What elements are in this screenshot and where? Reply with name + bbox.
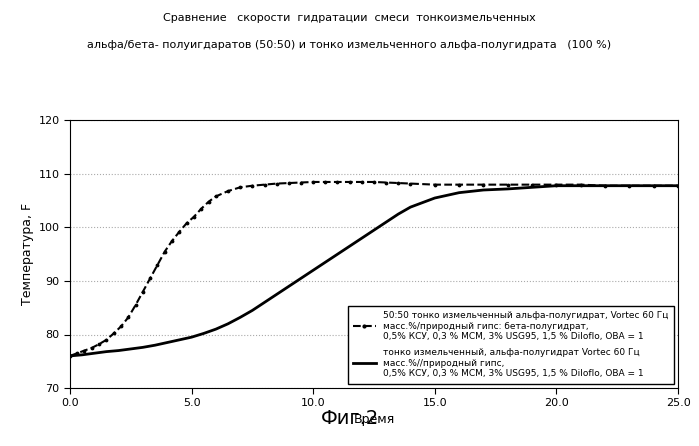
50:50 тонко измельченный альфа-полугидрат, Vortec 60 Гц
масс.%/природный гипс: бета-полугидрат,
0,5% КСУ, 0,3 % МСМ, 3% USG95, 1,5 % Diloflo, OBA = 1: (12, 108): бета-полугидрат, 0,5% КСУ, 0,3 % МСМ, 3%… [358, 179, 366, 185]
50:50 тонко измельченный альфа-полугидрат, Vortec 60 Гц
масс.%/природный гипс: бета-полугидрат,
0,5% КСУ, 0,3 % МСМ, 3% USG95, 1,5 % Diloflo, OBA = 1: (11, 108): бета-полугидрат, 0,5% КСУ, 0,3 % МСМ, 3%… [333, 179, 342, 185]
50:50 тонко измельченный альфа-полугидрат, Vortec 60 Гц
масс.%/природный гипс: бета-полугидрат,
0,5% КСУ, 0,3 % МСМ, 3% USG95, 1,5 % Diloflo, OBA = 1: (3.9, 95.5): бета-полугидрат, 0,5% КСУ, 0,3 % МСМ, 3%… [161, 249, 169, 254]
Y-axis label: Температура, F: Температура, F [21, 203, 34, 305]
Text: Фиг.2: Фиг.2 [320, 409, 379, 428]
тонко измельченный, альфа-полугидрат Vortec 60 Гц
масс.%//природный гипс,
0,5% КСУ, 0,3 % МСМ, 3% USG95, 1,5 % Diloflo, OBA = 1 [480, 187, 488, 193]
50:50 тонко измельченный альфа-полугидрат, Vortec 60 Гц
масс.%/природный гипс: бета-полугидрат,
0,5% КСУ, 0,3 % МСМ, 3% USG95, 1,5 % Diloflo, OBA = 1: (2.1, 81.5): бета-полугидрат, 0,5% КСУ, 0,3 % МСМ, 3%… [117, 324, 125, 329]
50:50 тонко измельченный альфа-полугидрат, Vortec 60 Гц
масс.%/природный гипс: бета-полугидрат,
0,5% КСУ, 0,3 % МСМ, 3% USG95, 1,5 % Diloflo, OBA = 1: (0.6, 77): бета-полугидрат, 0,5% КСУ, 0,3 % МСМ, 3%… [80, 348, 89, 353]
тонко измельченный, альфа-полугидрат Vortec 60 Гц
масс.%//природный гипс,
0,5% КСУ, 0,3 % МСМ, 3% USG95, 1,5 % Diloflo, OBA = 1 [115, 348, 123, 353]
тонко измельченный, альфа-полугидрат Vortec 60 Гц
масс.%//природный гипс,
0,5% КСУ, 0,3 % МСМ, 3% USG95, 1,5 % Diloflo, OBA = 1 [370, 227, 378, 233]
тонко измельченный, альфа-полугидрат Vortec 60 Гц
масс.%//природный гипс,
0,5% КСУ, 0,3 % МСМ, 3% USG95, 1,5 % Diloflo, OBA = 1 [273, 292, 281, 297]
тонко измельченный, альфа-полугидрат Vortec 60 Гц
масс.%//природный гипс,
0,5% КСУ, 0,3 % МСМ, 3% USG95, 1,5 % Diloflo, OBA = 1 [528, 185, 536, 190]
тонко измельченный, альфа-полугидрат Vortec 60 Гц
масс.%//природный гипс,
0,5% КСУ, 0,3 % МСМ, 3% USG95, 1,5 % Diloflo, OBA = 1 [625, 183, 633, 188]
50:50 тонко измельченный альфа-полугидрат, Vortec 60 Гц
масс.%/природный гипс: бета-полугидрат,
0,5% КСУ, 0,3 % МСМ, 3% USG95, 1,5 % Diloflo, OBA = 1: (6.5, 107): бета-полугидрат, 0,5% КСУ, 0,3 % МСМ, 3%… [224, 188, 232, 194]
Text: альфа/бета- полуигдаратов (50:50) и тонко измельченного альфа-полугидрата   (100: альфа/бета- полуигдаратов (50:50) и тонк… [87, 40, 612, 50]
50:50 тонко измельченный альфа-полугидрат, Vortec 60 Гц
масс.%/природный гипс: бета-полугидрат,
0,5% КСУ, 0,3 % МСМ, 3% USG95, 1,5 % Diloflo, OBA = 1: (3.6, 93): бета-полугидрат, 0,5% КСУ, 0,3 % МСМ, 3%… [153, 262, 161, 268]
50:50 тонко измельченный альфа-полугидрат, Vortec 60 Гц
масс.%/природный гипс: бета-полугидрат,
0,5% КСУ, 0,3 % МСМ, 3% USG95, 1,5 % Diloflo, OBA = 1: (13, 108): бета-полугидрат, 0,5% КСУ, 0,3 % МСМ, 3%… [382, 180, 390, 185]
тонко измельченный, альфа-полугидрат Vortec 60 Гц
масс.%//природный гипс,
0,5% КСУ, 0,3 % МСМ, 3% USG95, 1,5 % Diloflo, OBA = 1 [649, 183, 658, 188]
тонко измельченный, альфа-полугидрат Vortec 60 Гц
масс.%//природный гипс,
0,5% КСУ, 0,3 % МСМ, 3% USG95, 1,5 % Diloflo, OBA = 1 [674, 183, 682, 188]
50:50 тонко измельченный альфа-полугидрат, Vortec 60 Гц
масс.%/природный гипс: бета-полугидрат,
0,5% КСУ, 0,3 % МСМ, 3% USG95, 1,5 % Diloflo, OBA = 1: (11.5, 108): бета-полугидрат, 0,5% КСУ, 0,3 % МСМ, 3%… [345, 179, 354, 185]
тонко измельченный, альфа-полугидрат Vortec 60 Гц
масс.%//природный гипс,
0,5% КСУ, 0,3 % МСМ, 3% USG95, 1,5 % Diloflo, OBA = 1 [199, 331, 208, 336]
50:50 тонко измельченный альфа-полугидрат, Vortec 60 Гц
масс.%/природный гипс: бета-полугидрат,
0,5% КСУ, 0,3 % МСМ, 3% USG95, 1,5 % Diloflo, OBA = 1: (17, 108): бета-полугидрат, 0,5% КСУ, 0,3 % МСМ, 3%… [480, 182, 488, 187]
тонко измельченный, альфа-полугидрат Vortec 60 Гц
масс.%//природный гипс,
0,5% КСУ, 0,3 % МСМ, 3% USG95, 1,5 % Diloflo, OBA = 1 [138, 345, 147, 350]
тонко измельченный, альфа-полугидрат Vortec 60 Гц
масс.%//природный гипс,
0,5% КСУ, 0,3 % МСМ, 3% USG95, 1,5 % Diloflo, OBA = 1 [187, 334, 196, 340]
тонко измельченный, альфа-полугидрат Vortec 60 Гц
масс.%//природный гипс,
0,5% КСУ, 0,3 % МСМ, 3% USG95, 1,5 % Diloflo, OBA = 1 [345, 244, 354, 249]
50:50 тонко измельченный альфа-полугидрат, Vortec 60 Гц
масс.%/природный гипс: бета-полугидрат,
0,5% КСУ, 0,3 % МСМ, 3% USG95, 1,5 % Diloflo, OBA = 1: (4.8, 101): бета-полугидрат, 0,5% КСУ, 0,3 % МСМ, 3%… [182, 220, 191, 226]
50:50 тонко измельченный альфа-полугидрат, Vortec 60 Гц
масс.%/природный гипс: бета-полугидрат,
0,5% КСУ, 0,3 % МСМ, 3% USG95, 1,5 % Diloflo, OBA = 1: (2.4, 83.2): бета-полугидрат, 0,5% КСУ, 0,3 % МСМ, 3%… [124, 315, 133, 320]
50:50 тонко измельченный альфа-полугидрат, Vortec 60 Гц
масс.%/природный гипс: бета-полугидрат,
0,5% КСУ, 0,3 % МСМ, 3% USG95, 1,5 % Diloflo, OBA = 1: (1.8, 80.2): бета-полугидрат, 0,5% КСУ, 0,3 % МСМ, 3%… [110, 331, 118, 336]
тонко измельченный, альфа-полугидрат Vortec 60 Гц
масс.%//природный гипс,
0,5% КСУ, 0,3 % МСМ, 3% USG95, 1,5 % Diloflo, OBA = 1 [175, 337, 184, 343]
50:50 тонко измельченный альфа-полугидрат, Vortec 60 Гц
масс.%/природный гипс: бета-полугидрат,
0,5% КСУ, 0,3 % МСМ, 3% USG95, 1,5 % Diloflo, OBA = 1: (10.5, 108): бета-полугидрат, 0,5% КСУ, 0,3 % МСМ, 3%… [321, 179, 329, 185]
50:50 тонко измельченный альфа-полугидрат, Vortec 60 Гц
масс.%/природный гипс: бета-полугидрат,
0,5% КСУ, 0,3 % МСМ, 3% USG95, 1,5 % Diloflo, OBA = 1: (7.5, 108): бета-полугидрат, 0,5% КСУ, 0,3 % МСМ, 3%… [248, 183, 257, 188]
50:50 тонко измельченный альфа-полугидрат, Vortec 60 Гц
масс.%/природный гипс: бета-полугидрат,
0,5% КСУ, 0,3 % МСМ, 3% USG95, 1,5 % Diloflo, OBA = 1: (5.1, 102): бета-полугидрат, 0,5% КСУ, 0,3 % МСМ, 3%… [189, 214, 198, 219]
тонко измельченный, альфа-полугидрат Vortec 60 Гц
масс.%//природный гипс,
0,5% КСУ, 0,3 % МСМ, 3% USG95, 1,5 % Diloflo, OBA = 1 [321, 260, 329, 265]
50:50 тонко измельченный альфа-полугидрат, Vortec 60 Гц
масс.%/природный гипс: бета-полугидрат,
0,5% КСУ, 0,3 % МСМ, 3% USG95, 1,5 % Diloflo, OBA = 1: (14, 108): бета-полугидрат, 0,5% КСУ, 0,3 % МСМ, 3%… [406, 181, 415, 186]
Line: 50:50 тонко измельченный альфа-полугидрат, Vortec 60 Гц
масс.%/природный гипс: бета-полугидрат,
0,5% КСУ, 0,3 % МСМ, 3% USG95, 1,5 % Diloflo, OBA = 1: 50:50 тонко измельченный альфа-полугидра… [68, 180, 680, 358]
50:50 тонко измельченный альфа-полугидрат, Vortec 60 Гц
масс.%/природный гипс: бета-полугидрат,
0,5% КСУ, 0,3 % МСМ, 3% USG95, 1,5 % Diloflo, OBA = 1: (5.7, 105): бета-полугидрат, 0,5% КСУ, 0,3 % МСМ, 3%… [204, 199, 212, 204]
50:50 тонко измельченный альфа-полугидрат, Vortec 60 Гц
масс.%/природный гипс: бета-полугидрат,
0,5% КСУ, 0,3 % МСМ, 3% USG95, 1,5 % Diloflo, OBA = 1: (3, 88): бета-полугидрат, 0,5% КСУ, 0,3 % МСМ, 3%… [138, 289, 147, 294]
тонко измельченный, альфа-полугидрат Vortec 60 Гц
масс.%//природный гипс,
0,5% КСУ, 0,3 % МСМ, 3% USG95, 1,5 % Diloflo, OBA = 1 [236, 315, 245, 320]
50:50 тонко измельченный альфа-полугидрат, Vortec 60 Гц
масс.%/природный гипс: бета-полугидрат,
0,5% КСУ, 0,3 % МСМ, 3% USG95, 1,5 % Diloflo, OBA = 1: (12.5, 108): бета-полугидрат, 0,5% КСУ, 0,3 % МСМ, 3%… [370, 179, 378, 185]
тонко измельченный, альфа-полугидрат Vortec 60 Гц
масс.%//природный гипс,
0,5% КСУ, 0,3 % МСМ, 3% USG95, 1,5 % Diloflo, OBA = 1 [127, 346, 135, 351]
50:50 тонко измельченный альфа-полугидрат, Vortec 60 Гц
масс.%/природный гипс: бета-полугидрат,
0,5% КСУ, 0,3 % МСМ, 3% USG95, 1,5 % Diloflo, OBA = 1: (16, 108): бета-полугидрат, 0,5% КСУ, 0,3 % МСМ, 3%… [455, 182, 463, 187]
Text: Сравнение   скорости  гидратации  смеси  тонкоизмельченных: Сравнение скорости гидратации смеси тонк… [163, 13, 536, 23]
тонко измельченный, альфа-полугидрат Vortec 60 Гц
масс.%//природный гипс,
0,5% КСУ, 0,3 % МСМ, 3% USG95, 1,5 % Diloflo, OBA = 1 [503, 186, 512, 192]
50:50 тонко измельченный альфа-полугидрат, Vortec 60 Гц
масс.%/природный гипс: бета-полугидрат,
0,5% КСУ, 0,3 % МСМ, 3% USG95, 1,5 % Diloflo, OBA = 1: (3.3, 90.5): бета-полугидрат, 0,5% КСУ, 0,3 % МСМ, 3%… [146, 276, 154, 281]
тонко измельченный, альфа-полугидрат Vortec 60 Гц
масс.%//природный гипс,
0,5% КСУ, 0,3 % МСМ, 3% USG95, 1,5 % Diloflo, OBA = 1 [394, 211, 403, 217]
50:50 тонко измельченный альфа-полугидрат, Vortec 60 Гц
масс.%/природный гипс: бета-полугидрат,
0,5% КСУ, 0,3 % МСМ, 3% USG95, 1,5 % Diloflo, OBA = 1: (0.3, 76.5): бета-полугидрат, 0,5% КСУ, 0,3 % МСМ, 3%… [73, 351, 81, 356]
тонко измельченный, альфа-полугидрат Vortec 60 Гц
масс.%//природный гипс,
0,5% КСУ, 0,3 % МСМ, 3% USG95, 1,5 % Diloflo, OBA = 1 [297, 276, 305, 281]
50:50 тонко измельченный альфа-полугидрат, Vortec 60 Гц
масс.%/природный гипс: бета-полугидрат,
0,5% КСУ, 0,3 % МСМ, 3% USG95, 1,5 % Diloflo, OBA = 1: (5.4, 104): бета-полугидрат, 0,5% КСУ, 0,3 % МСМ, 3%… [197, 206, 206, 211]
50:50 тонко измельченный альфа-полугидрат, Vortec 60 Гц
масс.%/природный гипс: бета-полугидрат,
0,5% КСУ, 0,3 % МСМ, 3% USG95, 1,5 % Diloflo, OBA = 1: (13.5, 108): бета-полугидрат, 0,5% КСУ, 0,3 % МСМ, 3%… [394, 180, 403, 186]
50:50 тонко измельченный альфа-полугидрат, Vortec 60 Гц
масс.%/природный гипс: бета-полугидрат,
0,5% КСУ, 0,3 % МСМ, 3% USG95, 1,5 % Diloflo, OBA = 1: (0.9, 77.5): бета-полугидрат, 0,5% КСУ, 0,3 % МСМ, 3%… [87, 345, 96, 351]
тонко измельченный, альфа-полугидрат Vortec 60 Гц
масс.%//природный гипс,
0,5% КСУ, 0,3 % МСМ, 3% USG95, 1,5 % Diloflo, OBA = 1 [212, 326, 220, 332]
тонко измельченный, альфа-полугидрат Vortec 60 Гц
масс.%//природный гипс,
0,5% КСУ, 0,3 % МСМ, 3% USG95, 1,5 % Diloflo, OBA = 1 [90, 351, 99, 356]
X-axis label: Время: Время [353, 413, 395, 425]
Line: тонко измельченный, альфа-полугидрат Vortec 60 Гц
масс.%//природный гипс,
0,5% КСУ, 0,3 % МСМ, 3% USG95, 1,5 % Diloflo, OBA = 1: тонко измельченный, альфа-полугидрат Vor… [70, 186, 678, 356]
тонко измельченный, альфа-полугидрат Vortec 60 Гц
масс.%//природный гипс,
0,5% КСУ, 0,3 % МСМ, 3% USG95, 1,5 % Diloflo, OBA = 1 [309, 268, 317, 273]
50:50 тонко измельченный альфа-полугидрат, Vortec 60 Гц
масс.%/природный гипс: бета-полугидрат,
0,5% КСУ, 0,3 % МСМ, 3% USG95, 1,5 % Diloflo, OBA = 1: (18, 108): бета-полугидрат, 0,5% КСУ, 0,3 % МСМ, 3%… [503, 182, 512, 187]
тонко измельченный, альфа-полугидрат Vortec 60 Гц
масс.%//природный гипс,
0,5% КСУ, 0,3 % МСМ, 3% USG95, 1,5 % Diloflo, OBA = 1 [102, 349, 110, 354]
50:50 тонко измельченный альфа-полугидрат, Vortec 60 Гц
масс.%/природный гипс: бета-полугидрат,
0,5% КСУ, 0,3 % МСМ, 3% USG95, 1,5 % Diloflo, OBA = 1: (8.5, 108): бета-полугидрат, 0,5% КСУ, 0,3 % МСМ, 3%… [273, 181, 281, 186]
50:50 тонко измельченный альфа-полугидрат, Vortec 60 Гц
масс.%/природный гипс: бета-полугидрат,
0,5% КСУ, 0,3 % МСМ, 3% USG95, 1,5 % Diloflo, OBA = 1: (15, 108): бета-полугидрат, 0,5% КСУ, 0,3 % МСМ, 3%… [431, 182, 439, 187]
50:50 тонко измельченный альфа-полугидрат, Vortec 60 Гц
масс.%/природный гипс: бета-полугидрат,
0,5% КСУ, 0,3 % МСМ, 3% USG95, 1,5 % Diloflo, OBA = 1: (0, 76): бета-полугидрат, 0,5% КСУ, 0,3 % МСМ, 3%… [66, 353, 74, 359]
тонко измельченный, альфа-полугидрат Vortec 60 Гц
масс.%//природный гипс,
0,5% КСУ, 0,3 % МСМ, 3% USG95, 1,5 % Diloflo, OBA = 1 [260, 300, 268, 305]
50:50 тонко измельченный альфа-полугидрат, Vortec 60 Гц
масс.%/природный гипс: бета-полугидрат,
0,5% КСУ, 0,3 % МСМ, 3% USG95, 1,5 % Diloflo, OBA = 1: (9.5, 108): бета-полугидрат, 0,5% КСУ, 0,3 % МСМ, 3%… [297, 180, 305, 185]
тонко измельченный, альфа-полугидрат Vortec 60 Гц
масс.%//природный гипс,
0,5% КСУ, 0,3 % МСМ, 3% USG95, 1,5 % Diloflo, OBA = 1 [163, 340, 171, 345]
50:50 тонко измельченный альфа-полугидрат, Vortec 60 Гц
масс.%/природный гипс: бета-полугидрат,
0,5% КСУ, 0,3 % МСМ, 3% USG95, 1,5 % Diloflo, OBA = 1: (25, 108): бета-полугидрат, 0,5% КСУ, 0,3 % МСМ, 3%… [674, 183, 682, 188]
тонко измельченный, альфа-полугидрат Vortec 60 Гц
масс.%//природный гипс,
0,5% КСУ, 0,3 % МСМ, 3% USG95, 1,5 % Diloflo, OBA = 1 [406, 204, 415, 210]
Legend: 50:50 тонко измельченный альфа-полугидрат, Vortec 60 Гц
масс.%/природный гипс: б: 50:50 тонко измельченный альфа-полугидра… [347, 306, 674, 384]
50:50 тонко измельченный альфа-полугидрат, Vortec 60 Гц
масс.%/природный гипс: бета-полугидрат,
0,5% КСУ, 0,3 % МСМ, 3% USG95, 1,5 % Diloflo, OBA = 1: (21, 108): бета-полугидрат, 0,5% КСУ, 0,3 % МСМ, 3%… [577, 182, 585, 187]
50:50 тонко измельченный альфа-полугидрат, Vortec 60 Гц
масс.%/природный гипс: бета-полугидрат,
0,5% КСУ, 0,3 % МСМ, 3% USG95, 1,5 % Diloflo, OBA = 1: (9, 108): бета-полугидрат, 0,5% КСУ, 0,3 % МСМ, 3%… [284, 180, 293, 186]
тонко измельченный, альфа-полугидрат Vortec 60 Гц
масс.%//природный гипс,
0,5% КСУ, 0,3 % МСМ, 3% USG95, 1,5 % Diloflo, OBA = 1 [431, 195, 439, 201]
50:50 тонко измельченный альфа-полугидрат, Vortec 60 Гц
масс.%/природный гипс: бета-полугидрат,
0,5% КСУ, 0,3 % МСМ, 3% USG95, 1,5 % Diloflo, OBA = 1: (10, 108): бета-полугидрат, 0,5% КСУ, 0,3 % МСМ, 3%… [309, 179, 317, 185]
50:50 тонко измельченный альфа-полугидрат, Vortec 60 Гц
масс.%/природный гипс: бета-полугидрат,
0,5% КСУ, 0,3 % МСМ, 3% USG95, 1,5 % Diloflo, OBA = 1: (23, 108): бета-полугидрат, 0,5% КСУ, 0,3 % МСМ, 3%… [625, 183, 633, 188]
тонко измельченный, альфа-полугидрат Vortec 60 Гц
масс.%//природный гипс,
0,5% КСУ, 0,3 % МСМ, 3% USG95, 1,5 % Diloflo, OBA = 1 [66, 353, 74, 359]
тонко измельченный, альфа-полугидрат Vortec 60 Гц
масс.%//природный гипс,
0,5% КСУ, 0,3 % МСМ, 3% USG95, 1,5 % Diloflo, OBA = 1 [552, 183, 561, 188]
50:50 тонко измельченный альфа-полугидрат, Vortec 60 Гц
масс.%/природный гипс: бета-полугидрат,
0,5% КСУ, 0,3 % МСМ, 3% USG95, 1,5 % Diloflo, OBA = 1: (22, 108): бета-полугидрат, 0,5% КСУ, 0,3 % МСМ, 3%… [601, 183, 610, 188]
тонко измельченный, альфа-полугидрат Vortec 60 Гц
масс.%//природный гипс,
0,5% КСУ, 0,3 % МСМ, 3% USG95, 1,5 % Diloflo, OBA = 1 [601, 183, 610, 188]
50:50 тонко измельченный альфа-полугидрат, Vortec 60 Гц
масс.%/природный гипс: бета-полугидрат,
0,5% КСУ, 0,3 % МСМ, 3% USG95, 1,5 % Diloflo, OBA = 1: (4.5, 99.2): бета-полугидрат, 0,5% КСУ, 0,3 % МСМ, 3%… [175, 229, 184, 235]
тонко измельченный, альфа-полугидрат Vortec 60 Гц
масс.%//природный гипс,
0,5% КСУ, 0,3 % МСМ, 3% USG95, 1,5 % Diloflo, OBA = 1 [455, 190, 463, 195]
тонко измельченный, альфа-полугидрат Vortec 60 Гц
масс.%//природный гипс,
0,5% КСУ, 0,3 % МСМ, 3% USG95, 1,5 % Diloflo, OBA = 1 [248, 308, 257, 313]
50:50 тонко измельченный альфа-полугидрат, Vortec 60 Гц
масс.%/природный гипс: бета-полугидрат,
0,5% КСУ, 0,3 % МСМ, 3% USG95, 1,5 % Diloflo, OBA = 1: (1.2, 78.2): бета-полугидрат, 0,5% КСУ, 0,3 % МСМ, 3%… [95, 342, 103, 347]
тонко измельченный, альфа-полугидрат Vortec 60 Гц
масс.%//природный гипс,
0,5% КСУ, 0,3 % МСМ, 3% USG95, 1,5 % Diloflo, OBA = 1 [577, 183, 585, 188]
50:50 тонко измельченный альфа-полугидрат, Vortec 60 Гц
масс.%/природный гипс: бета-полугидрат,
0,5% КСУ, 0,3 % МСМ, 3% USG95, 1,5 % Diloflo, OBA = 1: (24, 108): бета-полугидрат, 0,5% КСУ, 0,3 % МСМ, 3%… [649, 183, 658, 188]
50:50 тонко измельченный альфа-полугидрат, Vortec 60 Гц
масс.%/природный гипс: бета-полугидрат,
0,5% КСУ, 0,3 % МСМ, 3% USG95, 1,5 % Diloflo, OBA = 1: (1.5, 79): бета-полугидрат, 0,5% КСУ, 0,3 % МСМ, 3%… [102, 337, 110, 343]
50:50 тонко измельченный альфа-полугидрат, Vortec 60 Гц
масс.%/природный гипс: бета-полугидрат,
0,5% КСУ, 0,3 % МСМ, 3% USG95, 1,5 % Diloflo, OBA = 1: (20, 108): бета-полугидрат, 0,5% КСУ, 0,3 % МСМ, 3%… [552, 182, 561, 187]
50:50 тонко измельченный альфа-полугидрат, Vortec 60 Гц
масс.%/природный гипс: бета-полугидрат,
0,5% КСУ, 0,3 % МСМ, 3% USG95, 1,5 % Diloflo, OBA = 1: (2.7, 85.5): бета-полугидрат, 0,5% КСУ, 0,3 % МСМ, 3%… [131, 302, 140, 308]
тонко измельченный, альфа-полугидрат Vortec 60 Гц
масс.%//природный гипс,
0,5% КСУ, 0,3 % МСМ, 3% USG95, 1,5 % Diloflo, OBA = 1 [78, 352, 86, 358]
тонко измельченный, альфа-полугидрат Vortec 60 Гц
масс.%//природный гипс,
0,5% КСУ, 0,3 % МСМ, 3% USG95, 1,5 % Diloflo, OBA = 1 [333, 252, 342, 257]
50:50 тонко измельченный альфа-полугидрат, Vortec 60 Гц
масс.%/природный гипс: бета-полугидрат,
0,5% КСУ, 0,3 % МСМ, 3% USG95, 1,5 % Diloflo, OBA = 1: (19, 108): бета-полугидрат, 0,5% КСУ, 0,3 % МСМ, 3%… [528, 182, 536, 187]
50:50 тонко измельченный альфа-полугидрат, Vortec 60 Гц
масс.%/природный гипс: бета-полугидрат,
0,5% КСУ, 0,3 % МСМ, 3% USG95, 1,5 % Diloflo, OBA = 1: (6, 106): бета-полугидрат, 0,5% КСУ, 0,3 % МСМ, 3%… [212, 194, 220, 199]
50:50 тонко измельченный альфа-полугидрат, Vortec 60 Гц
масс.%/природный гипс: бета-полугидрат,
0,5% КСУ, 0,3 % МСМ, 3% USG95, 1,5 % Diloflo, OBA = 1: (7, 108): бета-полугидрат, 0,5% КСУ, 0,3 % МСМ, 3%… [236, 185, 245, 190]
50:50 тонко измельченный альфа-полугидрат, Vortec 60 Гц
масс.%/природный гипс: бета-полугидрат,
0,5% КСУ, 0,3 % МСМ, 3% USG95, 1,5 % Diloflo, OBA = 1: (4.2, 97.5): бета-полугидрат, 0,5% КСУ, 0,3 % МСМ, 3%… [168, 238, 176, 244]
тонко измельченный, альфа-полугидрат Vortec 60 Гц
масс.%//природный гипс,
0,5% КСУ, 0,3 % МСМ, 3% USG95, 1,5 % Diloflo, OBA = 1 [151, 343, 159, 348]
тонко измельченный, альфа-полугидрат Vortec 60 Гц
масс.%//природный гипс,
0,5% КСУ, 0,3 % МСМ, 3% USG95, 1,5 % Diloflo, OBA = 1 [382, 219, 390, 225]
тонко измельченный, альфа-полугидрат Vortec 60 Гц
масс.%//природный гипс,
0,5% КСУ, 0,3 % МСМ, 3% USG95, 1,5 % Diloflo, OBA = 1 [224, 321, 232, 326]
50:50 тонко измельченный альфа-полугидрат, Vortec 60 Гц
масс.%/природный гипс: бета-полугидрат,
0,5% КСУ, 0,3 % МСМ, 3% USG95, 1,5 % Diloflo, OBA = 1: (8, 108): бета-полугидрат, 0,5% КСУ, 0,3 % МСМ, 3%… [260, 182, 268, 187]
тонко измельченный, альфа-полугидрат Vortec 60 Гц
масс.%//природный гипс,
0,5% КСУ, 0,3 % МСМ, 3% USG95, 1,5 % Diloflo, OBA = 1 [284, 284, 293, 289]
тонко измельченный, альфа-полугидрат Vortec 60 Гц
масс.%//природный гипс,
0,5% КСУ, 0,3 % МСМ, 3% USG95, 1,5 % Diloflo, OBA = 1 [358, 235, 366, 241]
